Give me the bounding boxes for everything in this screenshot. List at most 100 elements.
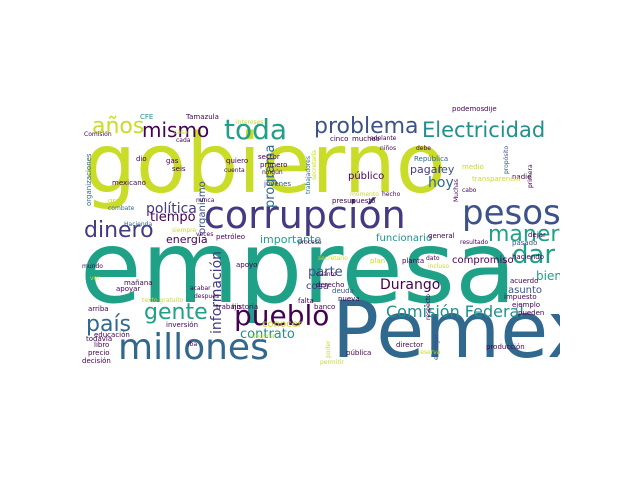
word-decision: decisión [82, 357, 111, 365]
word-organizaciones: organizaciones [85, 153, 93, 206]
word-texto-gratuito: texto gratuito [142, 297, 184, 304]
word-respecto: respecto [425, 294, 432, 320]
word-entregar: entregar [433, 334, 440, 360]
word-inversion: inversión [166, 321, 199, 329]
word-tamazula: Tamazula [186, 113, 219, 121]
word-seis: seis [172, 165, 186, 173]
word-plan: plan [370, 257, 386, 265]
word-dinero: dinero [84, 218, 154, 243]
word-pagar: pagar [410, 163, 442, 176]
word-proposito: propósito [503, 145, 510, 174]
word-pueblo: pueblo [234, 299, 330, 332]
word-reserva: reserva [418, 349, 441, 356]
word-historia: historia [232, 303, 259, 311]
word-compromiso: compromiso [452, 255, 514, 266]
word-cabo: cabo [462, 187, 477, 194]
word-muchas: Muchas [453, 179, 460, 202]
word-republica: República [414, 155, 449, 163]
word-impuesto: impuesto [504, 293, 537, 301]
word-ver: ver [90, 275, 100, 282]
word-durango: Durango [380, 277, 441, 293]
word-derecho: derecho [316, 281, 345, 289]
word-precio: precio [88, 349, 110, 357]
word-produccion: producción [486, 343, 525, 351]
word-siempre: siempre [172, 227, 197, 234]
word-mundo: mundo [82, 263, 103, 270]
word-resultado: resultado [460, 239, 489, 246]
word-parte: parte [308, 265, 343, 280]
word-presupuesto: presupuesto [332, 197, 376, 205]
word-planta: planta [402, 257, 425, 265]
word-muchas2: muchas [352, 135, 380, 143]
word-proceso: proceso [298, 239, 322, 246]
word-tiempo: tiempo [150, 210, 196, 225]
word-mexicano: mexicano [112, 179, 146, 187]
word-nueva-v: poder [325, 340, 332, 358]
word-hacienda: Hacienda [124, 221, 153, 228]
word-incluso: incluso [428, 263, 450, 270]
word-publica: pública [346, 349, 372, 357]
word-gobierno: gobierno [84, 117, 446, 212]
word-podemos: podemos [452, 106, 485, 113]
word-cosa: cosa [306, 281, 329, 292]
word-nadie: nadie [512, 173, 532, 181]
word-pueden: pueden [518, 309, 545, 317]
word-apoyo: apoyo [236, 261, 258, 269]
word-gente: gente [144, 300, 208, 325]
word-manana: mañana [124, 279, 153, 287]
word-momento: momento [350, 191, 379, 198]
word-despues: después [194, 293, 220, 300]
word-cada: cada [176, 137, 191, 144]
word-comision-federal: Comisión Federal [386, 302, 524, 321]
word-millones: millones [118, 327, 269, 368]
word-importante: importante [260, 233, 322, 246]
word-cfe: CFE [140, 113, 154, 121]
word-conocer: conocer [262, 319, 302, 330]
word-cloud: empresa gobierno Pemex corrupción millon… [80, 106, 560, 372]
word-bien: bien [536, 269, 560, 283]
word-jovenes: jóvenes [264, 180, 292, 188]
word-pemex: Pemex [332, 286, 560, 372]
word-anos: años [92, 114, 145, 139]
word-corrupcion: corrupción [204, 193, 406, 237]
word-politica: política [146, 201, 197, 217]
word-petroleo: petróleo [216, 233, 246, 241]
word-hecho: hecho [382, 191, 401, 198]
word-mismo: mismo [142, 118, 210, 142]
word-cinco: cinco [330, 135, 349, 143]
word-dije: dije [484, 106, 497, 113]
word-publico: público [348, 171, 385, 182]
word-transparencia: transparencia [472, 175, 521, 183]
word-gas: gas [166, 157, 179, 165]
word-casa: casa [174, 129, 188, 136]
word-ejemplo: ejemplo [512, 301, 541, 309]
word-secretario: secretario [318, 255, 348, 262]
word-problema: problema [314, 114, 419, 139]
word-educacion: educación [94, 331, 130, 339]
word-combate: combate [108, 205, 135, 212]
word-iba: iba [188, 341, 198, 348]
word-contrato: contrato [240, 327, 295, 342]
word-permitir: permitir [320, 359, 344, 366]
word-intereses: intereses [236, 119, 264, 126]
word-dejar: dejar [528, 231, 546, 239]
word-falta: falta [298, 297, 314, 305]
word-director: director [396, 341, 424, 349]
word-pesos: pesos [462, 193, 560, 233]
word-energia: energía [166, 233, 208, 246]
word-veces: veces [196, 231, 214, 238]
word-sector: sector [258, 153, 280, 161]
word-dio: dio [136, 155, 147, 163]
word-gran: gran [108, 197, 125, 205]
word-acuerdo: acuerdo [510, 277, 539, 285]
word-electricidad: Electricidad [422, 118, 546, 142]
word-pasado: pasado [512, 239, 538, 247]
word-quiero: quiero [226, 157, 249, 165]
word-dar: dar [512, 240, 556, 270]
word-toda: toda [224, 113, 288, 146]
word-ninguna: ninguna [250, 333, 275, 340]
word-arriba: arriba [88, 305, 109, 313]
word-ninos: niños [380, 145, 397, 152]
word-asunto: asunto [508, 285, 543, 296]
word-libro: libro [94, 341, 110, 349]
